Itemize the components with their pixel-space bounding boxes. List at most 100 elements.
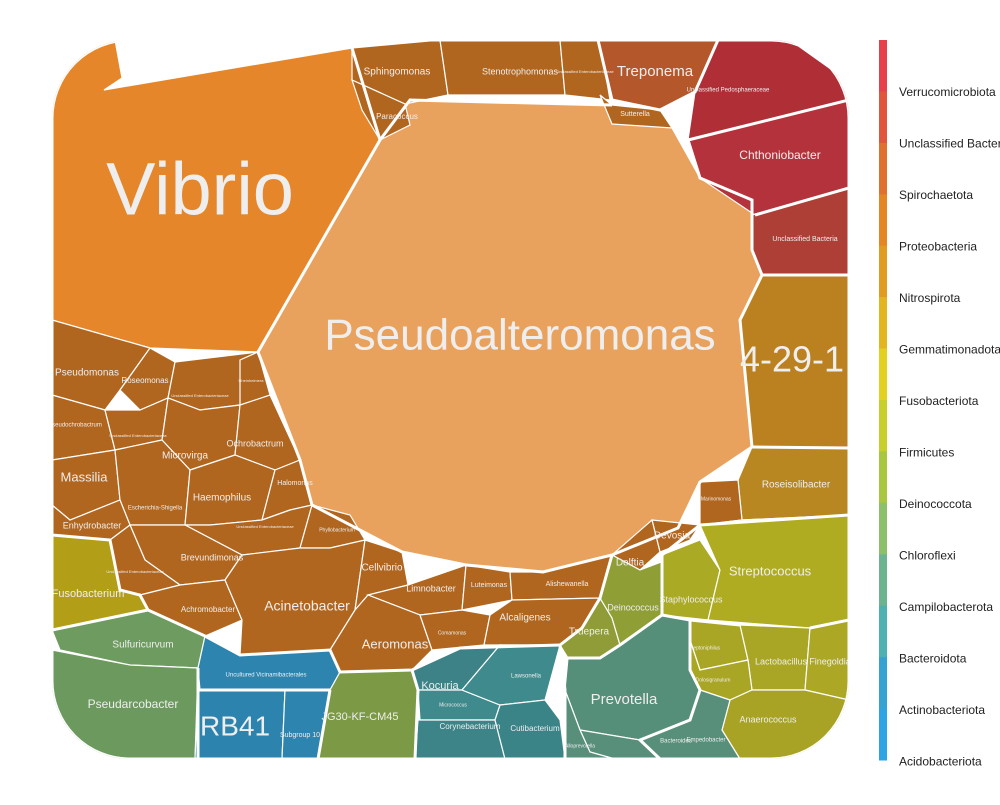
legend-label-nitrospirota: Nitrospirota xyxy=(899,291,961,305)
cell-label-unclassified-enterobacteriaceae-5: Unclassified Enterobacteriaceae xyxy=(106,569,164,574)
cell-label-sutterella: Sutterella xyxy=(620,111,650,118)
cell-label-truepera: Truepera xyxy=(569,627,610,638)
cell-label-alloprevotella: Alloprevotella xyxy=(565,743,595,749)
legend-swatch-actinobacteriota xyxy=(879,657,887,710)
cell-unclassified-enterobacteriaceae xyxy=(559,40,611,101)
group-border xyxy=(558,644,567,759)
cell-label-haemophilus: Haemophilus xyxy=(193,493,251,504)
legend-swatch-firmicutes xyxy=(879,400,887,452)
cell-label-roseisolibacter: Roseisolibacter xyxy=(762,480,831,491)
legend-label-gemmatimonadota: Gemmatimonadota xyxy=(899,343,1000,357)
legend-label-actinobacteriota: Actinobacteriota xyxy=(899,703,985,717)
cell-label-kocuria: Kocuria xyxy=(421,680,459,692)
cell-label-paracoccus: Paracoccus xyxy=(376,112,418,121)
cell-label-roseomonas: Roseomonas xyxy=(121,376,168,385)
cell-label-pseudomonas: Pseudomonas xyxy=(55,368,119,379)
cell-sutterella xyxy=(599,94,674,129)
cell-label-unclassified-enterobacteriaceae-4: Unclassified Enterobacteriaceae xyxy=(236,524,294,529)
legend: Verrucomicrobiota Unclassified Bacteria Sp… xyxy=(879,40,1000,769)
cell-lawsonella xyxy=(461,644,561,706)
group-border xyxy=(596,40,720,112)
cell-label-prevotella: Prevotella xyxy=(591,691,658,708)
cell-label-finegoldia: Finegoldia xyxy=(809,656,851,666)
cell-label-sulfuricurvum: Sulfuricurvum xyxy=(112,640,173,651)
group-border xyxy=(660,523,701,615)
legend-swatch-campilobacterota xyxy=(879,554,887,607)
cell-label-alcaligenes: Alcaligenes xyxy=(499,613,550,624)
group-border xyxy=(687,98,849,142)
cell-label-chthoniobacter: Chthoniobacter xyxy=(739,148,820,162)
cell-label-rb41: RB41 xyxy=(200,710,270,741)
group-border xyxy=(754,186,849,217)
group-border xyxy=(699,513,849,527)
legend-label-fusobacteriota: Fusobacteriota xyxy=(899,394,979,408)
cell-cutibacterium xyxy=(494,699,566,759)
legend-label-verrucomicrobiota: Verrucomicrobiota xyxy=(899,85,996,99)
cell-label-lactobacillus: Lactobacillus xyxy=(755,656,808,666)
legend-label-proteobacteria: Proteobacteria xyxy=(899,240,977,254)
legend-swatch-bacteroidota xyxy=(879,605,887,658)
legend-label-bacteroidota: Bacteroidota xyxy=(899,652,967,666)
cell-label-marinomonas: Marinomonas xyxy=(701,496,732,502)
legend-label-unclassified-bacteria: Unclassified Bacteria xyxy=(899,137,1000,151)
cell-label-4-29-1: 4-29-1 xyxy=(740,339,844,380)
cell-label-pseudarcobacter: Pseudarcobacter xyxy=(88,697,179,711)
cell-label-alishewanella: Alishewanella xyxy=(546,581,589,588)
treemap-cells xyxy=(52,40,849,759)
group-border xyxy=(410,669,420,759)
cell-label-cellvibrio: Cellvibrio xyxy=(361,563,403,574)
legend-label-firmicutes: Firmicutes xyxy=(899,446,954,460)
cell-label-ochrobactrum: Ochrobactrum xyxy=(226,438,283,448)
cell-label-streptococcus: Streptococcus xyxy=(729,563,812,578)
legend-swatch-fusobacteriota xyxy=(879,348,887,401)
cell-label-unclassified-bacteria: Unclassified Bacteria xyxy=(772,236,837,243)
cell-label-deinococcus: Deinococcus xyxy=(607,602,659,612)
cell-label-microvirga: Microvirga xyxy=(162,451,209,462)
cell-label-dolosigranulum: Dolosigranulum xyxy=(696,677,731,683)
legend-label-deinococcota: Deinococcota xyxy=(899,497,972,511)
cell-label-unclassified-enterobacteriaceae-2: Unclassified Enterobacteriaceae xyxy=(171,393,229,398)
legend-label-chloroflexi: Chloroflexi xyxy=(899,549,956,563)
cell-label-jg30-kf-cm45: JG30-KF-CM45 xyxy=(321,711,398,723)
legend-swatch-chloroflexi xyxy=(879,502,887,555)
cell-label-cutibacterium: Cutibacterium xyxy=(510,724,560,733)
legend-label-spirochaetota: Spirochaetota xyxy=(899,188,973,202)
cell-label-peptoniphilus: Peptoniphilus xyxy=(690,645,721,651)
legend-swatch-unclassified-bacteria xyxy=(879,91,887,144)
cell-label-subgroup-10: Subgroup 10 xyxy=(280,732,320,739)
cell-label-brevundimonas: Brevundimonas xyxy=(181,552,244,562)
cell-anaerococcus xyxy=(721,689,849,759)
cell-label-comamonas: Comamonas xyxy=(438,630,467,636)
cell-label-treponema: Treponema xyxy=(617,63,694,80)
cell-label-phyllobacterium: Phyllobacterium xyxy=(319,527,355,533)
cell-label-acinetobacter: Acinetobacter xyxy=(264,598,350,614)
cell-label-empedobacter: Empedobacter xyxy=(686,738,725,744)
cell-label-massilia: Massilia xyxy=(61,469,109,484)
cell-label-enhydrobacter: Enhydrobacter xyxy=(63,520,122,530)
cell-label-staphylococcus: Staphylococcus xyxy=(659,594,723,604)
cell-label-aeromonas: Aeromonas xyxy=(362,636,429,651)
cell-label-devosia: Devosia xyxy=(654,531,691,542)
group-border xyxy=(689,618,741,627)
cell-label-achromobacter: Achromobacter xyxy=(181,605,236,614)
cell-label-corynebacterium: Corynebacterium xyxy=(440,722,501,731)
cell-label-pseudochrobactrum: Pseudochrobactrum xyxy=(48,423,102,429)
legend-swatch-proteobacteria xyxy=(879,194,887,247)
cell-label-delftia: Delftia xyxy=(616,558,645,569)
cell-label-unclassified-pedosphaeraceae: Unclassified Pedosphaeraceae xyxy=(687,88,770,94)
cell-label-lawsonella: Lawsonella xyxy=(511,674,542,680)
group-border xyxy=(316,689,332,759)
legend-label-campilobacterota: Campilobacterota xyxy=(899,600,993,614)
cell-label-micrococcus: Micrococcus xyxy=(439,702,467,708)
legend-swatch-nitrospirota xyxy=(879,245,887,298)
cell-label-unclassified-enterobacteriaceae: Unclassified Enterobacteriaceae xyxy=(556,69,614,74)
cell-label-luteimonas: Luteimonas xyxy=(471,582,508,589)
legend-swatch-deinococcota xyxy=(879,451,887,504)
group-border xyxy=(52,608,149,632)
cell-label-uncultured-vicinamibacterales: Uncultured Vicinamibacterales xyxy=(226,673,307,679)
group-border xyxy=(559,554,614,647)
group-border xyxy=(350,47,382,141)
cell-label-escherichia-shigella: Escherichia-Shigella xyxy=(128,506,183,512)
